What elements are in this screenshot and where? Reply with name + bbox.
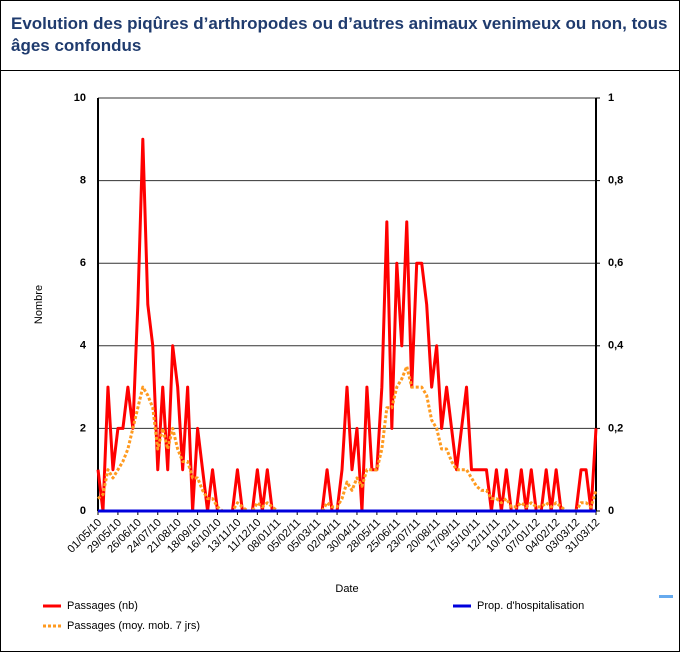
legend-label: Prop. d'hospitalisation [477, 600, 584, 612]
y2-tick-label: 1 [608, 92, 614, 104]
series-line [97, 364, 598, 513]
legend-swatch [659, 595, 673, 598]
series-line [96, 137, 598, 513]
y2-tick-label: 0 [608, 505, 614, 517]
y2-tick-label: 0,2 [608, 422, 623, 434]
y-tick-label: 4 [80, 340, 87, 352]
chart-title: Evolution des piqûres d’arthropodes ou d… [11, 14, 668, 55]
legend-label: Passages (nb) [67, 600, 138, 612]
y-tick-label: 10 [74, 92, 86, 104]
y-tick-label: 0 [80, 505, 86, 517]
x-axis-label: Date [335, 583, 358, 595]
y2-tick-label: 0,4 [608, 340, 624, 352]
y-axis-label: Nombre [33, 285, 45, 324]
y2-tick-label: 0,8 [608, 175, 623, 187]
chart: 024681000,20,40,60,8101/05/1029/05/1026/… [33, 92, 673, 632]
legend-label: Passages (moy. mob. 7 jrs) [67, 620, 200, 632]
y-tick-label: 2 [80, 422, 86, 434]
y-tick-label: 8 [80, 175, 86, 187]
y2-tick-label: 0,6 [608, 257, 623, 269]
y-tick-label: 6 [80, 257, 86, 269]
header: Evolution des piqûres d’arthropodes ou d… [1, 1, 679, 71]
